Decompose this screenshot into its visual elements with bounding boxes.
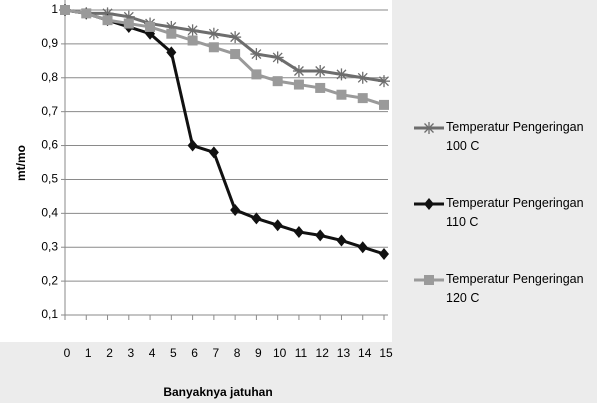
marker-diamond [424, 198, 434, 210]
x-tick-label: 3 [127, 346, 134, 360]
marker-stroke [230, 32, 241, 43]
y-tick-label: 0,4 [41, 206, 58, 220]
series-line [64, 8, 385, 83]
x-tick-label: 4 [149, 346, 156, 360]
marker-square [251, 69, 262, 80]
series-line [64, 8, 385, 256]
marker-star [271, 51, 284, 64]
marker-stroke [357, 72, 368, 83]
x-tick-label: 6 [191, 346, 198, 360]
x-tick-label: 2 [106, 346, 113, 360]
y-tick-label: 0,1 [41, 307, 58, 321]
marker-square [60, 5, 70, 15]
marker-square [315, 82, 326, 93]
x-tick-label: 0 [64, 346, 71, 360]
y-tick-label: 0,8 [41, 70, 58, 84]
marker-stroke [251, 49, 262, 60]
legend-label: Temperatur Pengeringan 100 C [446, 120, 584, 153]
marker-square [81, 8, 92, 19]
x-tick-label: 1 [85, 346, 92, 360]
x-axis-label: Banyaknya jatuhan [163, 385, 272, 399]
marker-stroke [272, 52, 283, 63]
marker-diamond [166, 46, 177, 59]
marker-square [379, 99, 389, 110]
legend-label: Temperatur Pengeringan 110 C [446, 196, 584, 229]
marker-diamond [315, 229, 326, 242]
marker-square [123, 18, 134, 29]
y-tick-label: 0,6 [41, 138, 58, 152]
x-tick-label: 10 [273, 346, 287, 360]
y-tick-label: 0,9 [41, 36, 58, 50]
marker-star [229, 31, 242, 44]
y-tick-label: 1 [51, 2, 58, 16]
marker-diamond [293, 225, 304, 238]
marker-diamond [357, 241, 368, 254]
marker-stroke [293, 66, 304, 76]
y-tick-label: 0,7 [41, 104, 58, 118]
marker-square [272, 76, 283, 87]
marker-square [102, 15, 113, 26]
x-tick-label: 9 [255, 346, 262, 360]
marker-diamond [187, 139, 198, 152]
marker-diamond [336, 234, 347, 247]
marker-stroke [187, 25, 198, 36]
x-tick-label: 8 [234, 346, 241, 360]
x-tick-label: 15 [379, 346, 393, 360]
marker-diamond [230, 203, 241, 216]
marker-square [187, 35, 198, 46]
marker-stroke [424, 123, 434, 133]
marker-diamond [251, 212, 262, 225]
marker-star [314, 65, 327, 77]
marker-star [378, 75, 390, 88]
x-tick-label: 12 [316, 346, 330, 360]
marker-square [424, 275, 434, 285]
marker-square [336, 89, 347, 100]
marker-diamond [379, 248, 389, 260]
marker-stroke [315, 66, 326, 76]
marker-star [207, 27, 220, 40]
marker-diamond [272, 219, 283, 232]
marker-star [250, 48, 263, 61]
x-tick-label: 14 [358, 346, 372, 360]
marker-stroke [208, 28, 219, 39]
plot-background [0, 0, 392, 342]
marker-square [208, 42, 219, 53]
x-tick-label: 11 [295, 346, 308, 360]
x-tick-label: 5 [170, 346, 177, 360]
marker-square [145, 21, 156, 32]
marker-star [186, 24, 199, 37]
marker-star [335, 68, 348, 81]
marker-stroke [379, 76, 389, 87]
marker-star [292, 65, 305, 77]
y-tick-label: 0,3 [41, 239, 58, 253]
x-tick-label: 7 [213, 346, 220, 360]
x-tick-label: 13 [337, 346, 351, 360]
marker-stroke [336, 69, 347, 80]
marker-square [293, 79, 304, 90]
marker-star [423, 122, 435, 134]
marker-square [230, 49, 241, 60]
marker-star [356, 71, 369, 84]
y-tick-label: 0,2 [41, 273, 58, 287]
y-axis-label: mt/mo [14, 145, 28, 181]
series-line [64, 8, 385, 107]
y-tick-label: 0,5 [41, 172, 58, 186]
marker-square [166, 28, 177, 39]
marker-diamond [208, 146, 219, 159]
legend-label: Temperatur Pengeringan 120 C [446, 272, 584, 305]
marker-square [357, 93, 368, 104]
